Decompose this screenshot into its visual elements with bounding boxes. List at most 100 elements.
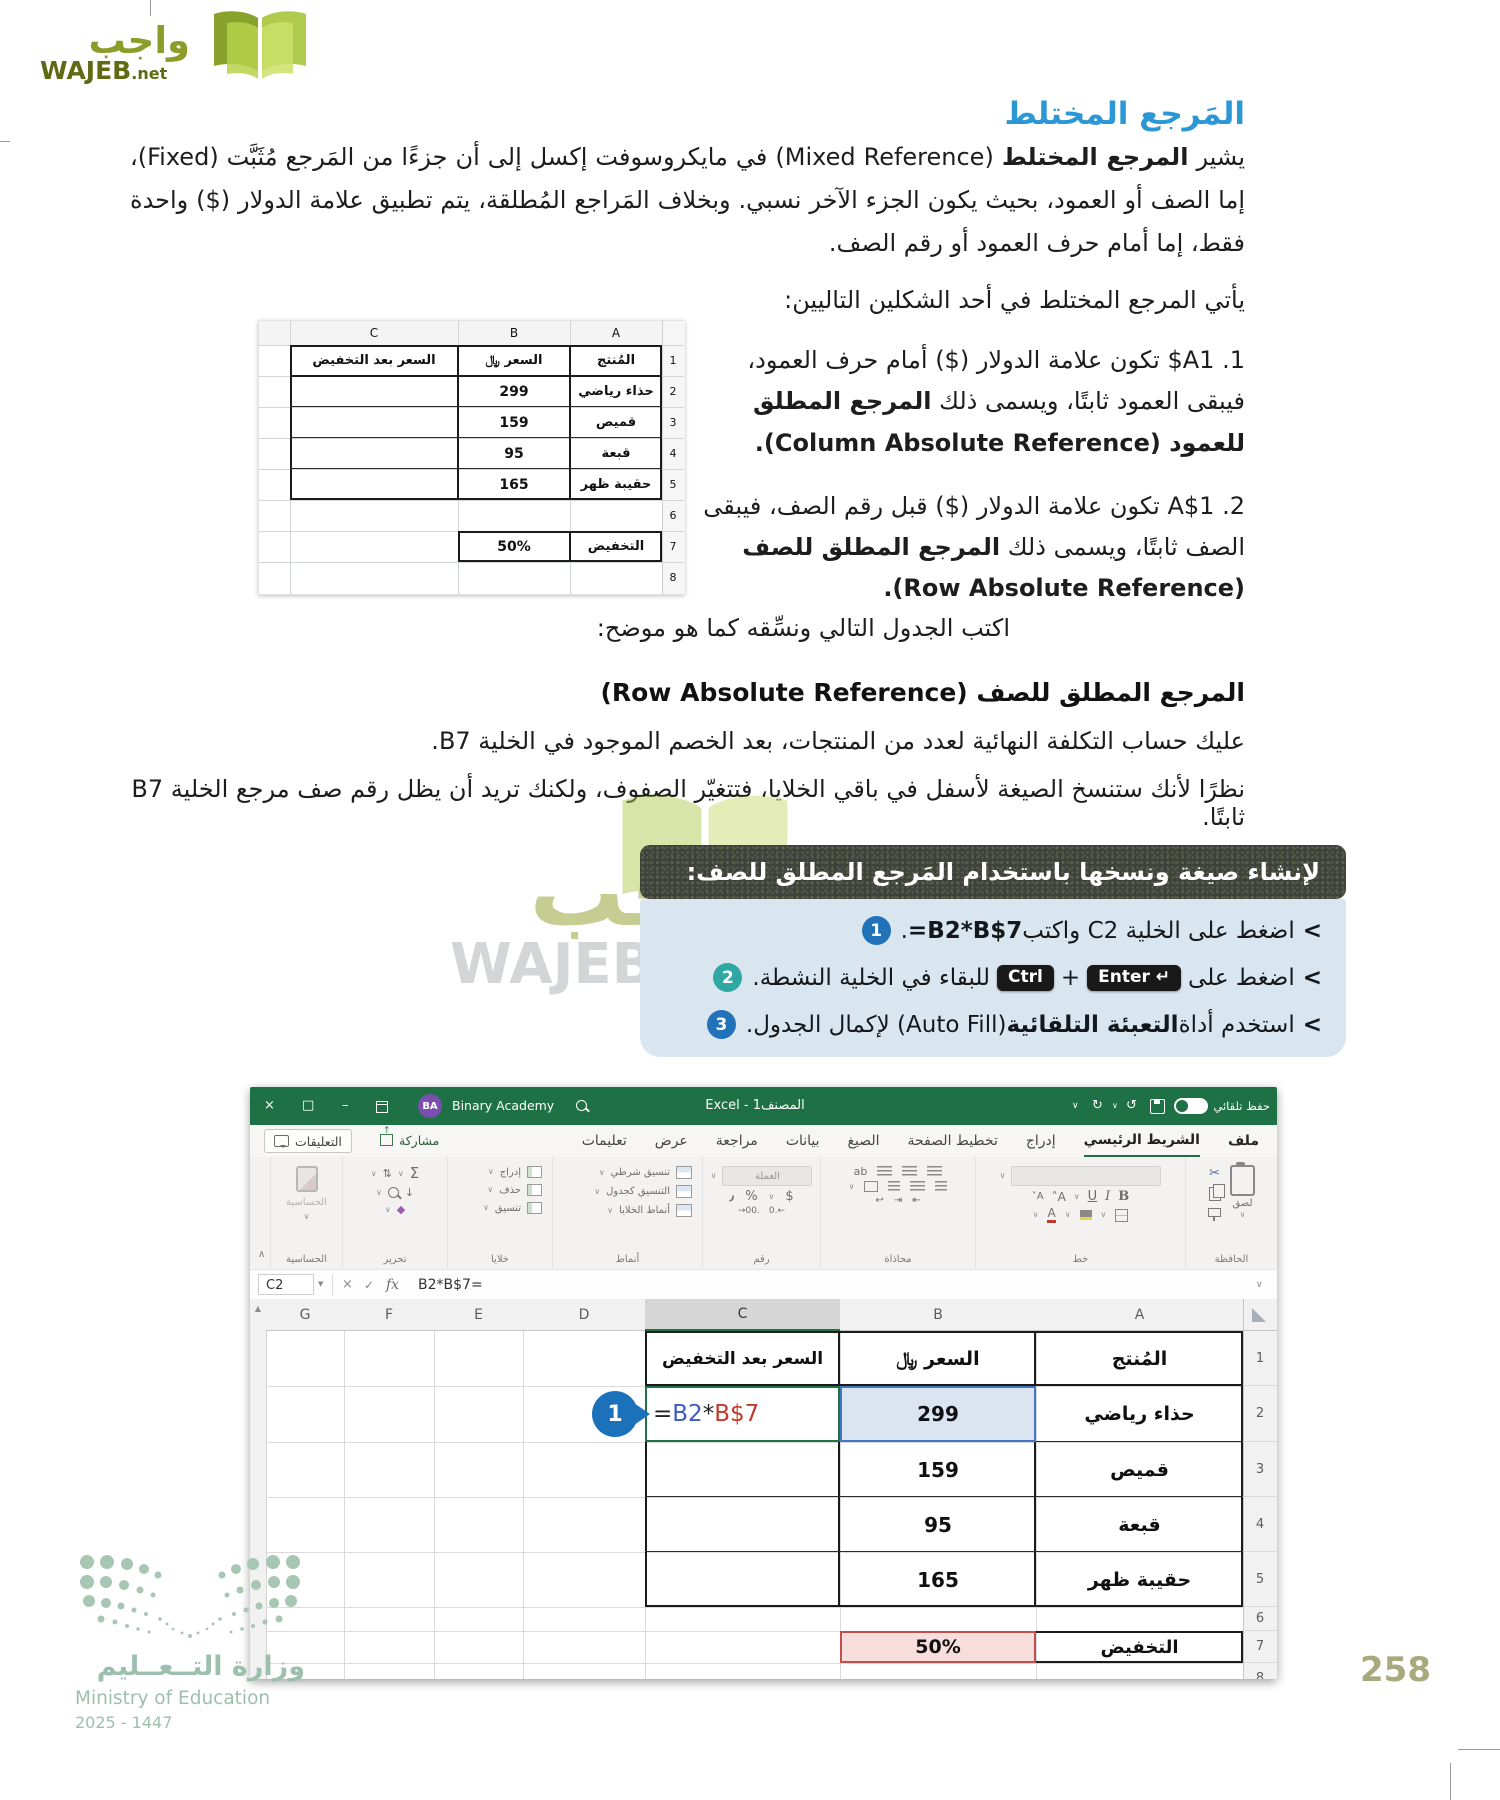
format-cells-button[interactable]: تنسيق ∨ (483, 1202, 542, 1214)
autosave-toggle[interactable] (1174, 1098, 1208, 1114)
borders-icon[interactable] (1115, 1208, 1129, 1222)
col-header-e[interactable]: E (474, 1307, 483, 1323)
tab-review[interactable]: مراجعة (715, 1133, 758, 1149)
format-painter-icon[interactable] (1208, 1208, 1221, 1221)
tab-page-layout[interactable]: تخطيط الصفحة (907, 1133, 998, 1149)
copy-icon[interactable] (1208, 1184, 1225, 1201)
tab-view[interactable]: عرض (654, 1133, 688, 1149)
cut-icon[interactable]: ✂ (1209, 1166, 1220, 1181)
col-header-f[interactable]: F (384, 1307, 394, 1323)
avatar[interactable]: BA (418, 1094, 442, 1118)
cell-a3[interactable]: قميص (1110, 1458, 1169, 1481)
cell-a1[interactable]: المُنتج (1111, 1347, 1168, 1370)
cell-b4[interactable]: 95 (924, 1512, 952, 1537)
align-right-icon[interactable] (935, 1181, 948, 1192)
outdent-icon[interactable]: ⇥ (893, 1195, 903, 1206)
number-format-dropdown[interactable]: العملة (722, 1166, 813, 1186)
account-name[interactable]: Binary Academy (452, 1098, 555, 1113)
tab-help[interactable]: تعليمات (581, 1133, 627, 1149)
sensitivity-icon[interactable] (295, 1166, 318, 1192)
col-header-g[interactable]: G (299, 1307, 311, 1323)
cell-a7[interactable]: التخفيض (1100, 1636, 1179, 1658)
row-header-4[interactable]: 4 (1243, 1497, 1277, 1552)
insert-function-icon[interactable]: fx (386, 1270, 399, 1300)
autosum-icon[interactable]: Σ (409, 1164, 420, 1182)
cancel-icon[interactable]: × (342, 1277, 353, 1292)
tab-file[interactable]: ملف (1227, 1133, 1259, 1149)
fill-icon[interactable]: ↓ (404, 1186, 415, 1199)
enter-check-icon[interactable]: ✓ (364, 1278, 375, 1292)
scroll-up-icon[interactable]: ▲ (254, 1303, 262, 1313)
italic-icon[interactable]: I (1105, 1189, 1111, 1204)
find-select-icon[interactable] (387, 1187, 399, 1198)
cell-b3[interactable]: 159 (917, 1457, 959, 1482)
formula-bar-input[interactable]: =B2*B$7 (418, 1270, 1118, 1300)
font-size-down-icon[interactable]: A˅ (1031, 1190, 1044, 1202)
format-as-table-button[interactable]: التنسيق كجدول ∨ (594, 1185, 692, 1198)
chevron-down-icon[interactable]: ∨ (1072, 1101, 1079, 1111)
cell-b2[interactable]: 299 (917, 1402, 959, 1426)
align-center-icon[interactable] (910, 1181, 926, 1192)
cell-c1[interactable]: السعر بعد التخفيض (661, 1348, 824, 1369)
row-header-7[interactable]: 7 (1243, 1631, 1277, 1663)
collapse-ribbon-icon[interactable]: ∧ (258, 1249, 266, 1260)
cell-a5[interactable]: حقيبة ظهر (1087, 1568, 1192, 1591)
row-header-5[interactable]: 5 (1243, 1552, 1277, 1607)
clear-icon[interactable]: ◆ (396, 1203, 406, 1216)
search-icon[interactable] (576, 1100, 587, 1111)
col-header-d[interactable]: D (578, 1307, 590, 1323)
paste-button[interactable]: لصق ∨ (1230, 1162, 1255, 1219)
name-box[interactable]: C2 (258, 1274, 314, 1295)
formula-bar-expand-icon[interactable]: ∨ (1256, 1280, 1263, 1290)
tab-data[interactable]: بيانات (785, 1133, 820, 1149)
fill-color-icon[interactable] (1079, 1210, 1092, 1221)
align-middle-icon[interactable] (902, 1166, 918, 1177)
cell-b5[interactable]: 165 (917, 1567, 959, 1592)
share-button[interactable]: مشاركة (372, 1126, 447, 1151)
font-size-up-icon[interactable]: A˄ (1051, 1189, 1066, 1204)
select-all-corner[interactable] (1243, 1299, 1277, 1331)
tab-formulas[interactable]: الصيغ (847, 1133, 880, 1149)
col-header-b[interactable]: B (933, 1307, 943, 1323)
cell-styles-button[interactable]: أنماط الخلايا ∨ (607, 1204, 692, 1217)
bold-icon[interactable]: B (1118, 1189, 1130, 1204)
chevron-down-icon[interactable]: ∨ (1112, 1101, 1118, 1110)
maximize-icon[interactable]: □ (302, 1098, 315, 1113)
font-color-icon[interactable]: A (1047, 1206, 1056, 1224)
row-header-8[interactable]: 8 (1255, 1670, 1265, 1680)
cell-b7-highlight[interactable] (840, 1631, 1036, 1663)
cell-c2-active-border[interactable] (645, 1386, 840, 1442)
decrease-decimal-icon[interactable]: .00→ (738, 1206, 760, 1216)
comments-button[interactable]: التعليقات (264, 1129, 352, 1153)
insert-cells-button[interactable]: إدراج ∨ (488, 1166, 542, 1178)
undo-icon[interactable]: ↺ (1126, 1098, 1137, 1113)
cell-a2[interactable]: حذاء رياضي (1084, 1403, 1195, 1425)
cell-b1[interactable]: السعر ﷼ (896, 1347, 980, 1370)
ribbon-display-icon[interactable] (376, 1101, 388, 1113)
delete-cells-button[interactable]: حذف ∨ (487, 1184, 542, 1196)
name-box-dropdown-icon[interactable]: ▼ (318, 1280, 324, 1288)
sort-filter-icon[interactable]: ⇅ (382, 1167, 392, 1180)
comma-icon[interactable]: ٫ (729, 1189, 735, 1204)
col-header-c-selected[interactable]: C (645, 1299, 840, 1331)
close-icon[interactable]: × (264, 1098, 275, 1113)
row-header-3[interactable]: 3 (1243, 1442, 1277, 1497)
row-header-6[interactable]: 6 (1243, 1607, 1277, 1631)
indent-icon[interactable]: ⇤ (912, 1195, 921, 1206)
percent-icon[interactable]: % (745, 1189, 758, 1204)
merge-center-icon[interactable] (864, 1181, 879, 1192)
cell-c2-formula[interactable]: = B2 * B$7 (645, 1386, 840, 1442)
col-header-a[interactable]: A (1134, 1307, 1145, 1323)
wrap-text-icon[interactable]: ↩ (875, 1195, 884, 1206)
cell-b2-highlight[interactable] (840, 1386, 1036, 1442)
currency-icon[interactable]: $ (785, 1189, 794, 1204)
tab-home[interactable]: الشريط الرئيسي (1083, 1125, 1200, 1158)
save-icon[interactable] (1150, 1099, 1165, 1114)
align-left-icon[interactable] (888, 1181, 901, 1192)
minimize-icon[interactable]: – (342, 1098, 349, 1113)
font-name-box[interactable] (1011, 1166, 1162, 1186)
align-bottom-icon[interactable] (877, 1166, 893, 1177)
row-header-1[interactable]: 1 (1243, 1331, 1277, 1386)
cell-a4[interactable]: قبعة (1118, 1513, 1161, 1536)
cell-b7[interactable]: 50% (915, 1636, 961, 1658)
